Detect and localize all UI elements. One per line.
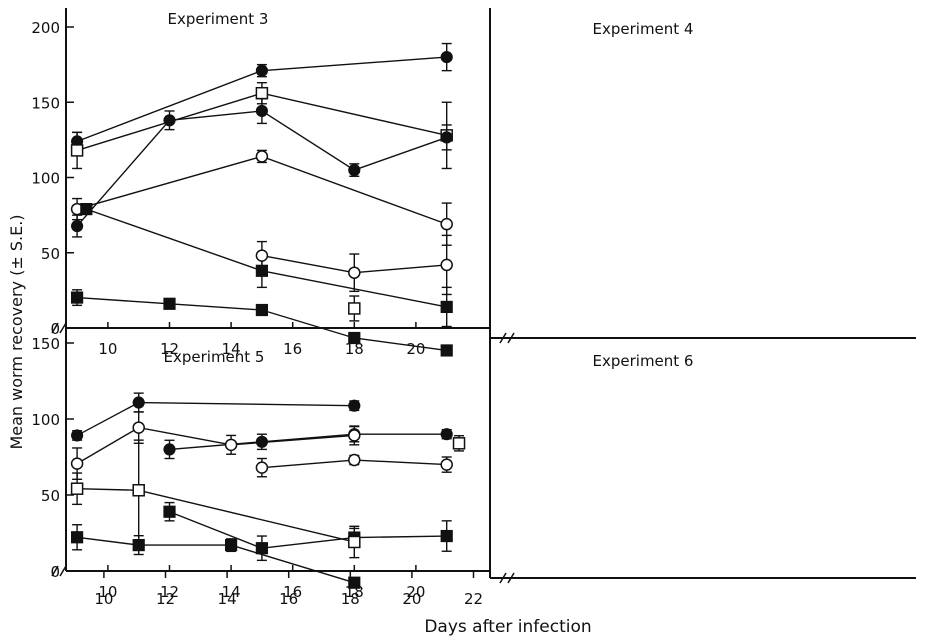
data-point-filled-circle [440, 131, 453, 144]
axis-break-mark [499, 572, 507, 584]
panel-title: Experiment 6 [593, 352, 694, 370]
x-tick-label: 10 [98, 583, 117, 601]
panel-title: Experiment 3 [168, 10, 269, 28]
axis-break-mark [507, 572, 515, 584]
y-tick-label: 150 [31, 94, 60, 112]
data-point-filled-circle [348, 399, 361, 412]
data-point-filled-circle [163, 114, 176, 127]
y-tick-label: 0 [50, 563, 60, 581]
data-point-open-circle [440, 458, 453, 471]
series-line [76, 426, 355, 465]
series-line [76, 155, 447, 225]
axis-break-mark [51, 322, 59, 334]
y-tick-label: 100 [31, 170, 60, 188]
data-point-filled-square [440, 529, 453, 543]
series-line [76, 401, 355, 437]
y-tick-label: 150 [31, 335, 60, 353]
data-point-open-circle [70, 457, 84, 470]
series-line [169, 511, 447, 549]
y-tick-label: 50 [41, 487, 60, 505]
data-point-filled-square [132, 538, 145, 552]
axis-break-mark [51, 565, 59, 577]
x-tick-label: 20 [402, 590, 421, 608]
x-tick-label: 12 [156, 590, 175, 608]
x-tick-label: 18 [345, 340, 364, 358]
data-point-filled-square [70, 291, 84, 304]
x-tick-label: 16 [283, 583, 302, 601]
data-point-filled-square [80, 203, 93, 216]
data-point-filled-square [70, 531, 84, 544]
panel-title: Experiment 5 [164, 348, 265, 366]
data-point-filled-square [255, 542, 268, 555]
data-point-filled-circle [132, 396, 145, 409]
x-tick-label: 18 [341, 590, 360, 608]
x-tick-label: 12 [160, 583, 179, 601]
x-tick-label: 10 [98, 340, 117, 358]
series-line [76, 110, 447, 227]
data-point-open-square [348, 535, 361, 549]
x-tick-label: 16 [283, 340, 302, 358]
data-point-open-circle [255, 249, 269, 262]
data-point-open-circle [255, 461, 269, 474]
axis-break-mark [59, 565, 67, 577]
data-point-filled-circle [163, 443, 176, 456]
data-point-open-circle [255, 150, 269, 163]
y-tick-label: 50 [41, 245, 60, 263]
x-tick-label: 10 [94, 590, 113, 608]
data-point-open-circle [224, 438, 238, 452]
data-point-open-square [70, 482, 84, 495]
data-point-filled-square [225, 538, 238, 552]
data-point-filled-circle [348, 163, 361, 177]
data-point-open-circle [440, 258, 453, 272]
y-tick-label: 0 [50, 320, 60, 338]
data-point-filled-circle [440, 50, 453, 64]
series-line [169, 433, 447, 451]
x-tick-label: 20 [406, 340, 425, 358]
data-point-open-circle [348, 453, 361, 467]
data-point-filled-square [163, 505, 176, 518]
axis-break-mark [59, 322, 67, 334]
data-point-filled-circle [440, 428, 453, 441]
x-tick-label: 12 [160, 340, 179, 358]
data-point-open-square [132, 484, 145, 497]
x-tick-label: 14 [222, 583, 241, 601]
data-point-open-square [348, 302, 361, 315]
data-point-open-square [452, 437, 466, 450]
data-point-filled-circle [255, 64, 268, 77]
data-point-filled-circle [255, 104, 268, 118]
data-point-open-circle [348, 266, 361, 279]
x-tick-label: 14 [218, 590, 237, 608]
x-tick-label: 14 [222, 340, 241, 358]
y-tick-label: 100 [31, 411, 60, 429]
axis-break-mark [507, 332, 515, 344]
series-line [77, 536, 355, 584]
data-point-filled-circle [70, 219, 84, 233]
x-tick-label: 18 [345, 583, 364, 601]
axes-layer [51, 8, 916, 584]
x-axis-label: Days after infection [424, 617, 591, 637]
axis-break-mark [499, 332, 507, 344]
series-line [77, 488, 355, 543]
y-tick-label: 200 [31, 19, 60, 37]
x-tick-label: 16 [279, 590, 298, 608]
data-point-filled-square [348, 576, 361, 589]
data-point-filled-square [440, 300, 453, 314]
data-point-filled-square [163, 297, 176, 310]
data-layer [70, 42, 466, 589]
data-point-open-circle [440, 217, 453, 231]
x-tick-label: 20 [406, 583, 425, 601]
x-tick-label: 22 [464, 590, 483, 608]
data-point-open-square [255, 86, 269, 100]
data-point-open-circle [132, 421, 145, 434]
data-point-filled-square [255, 303, 268, 317]
panel-title: Experiment 4 [593, 20, 694, 38]
data-point-open-square [70, 144, 84, 157]
data-point-open-circle [348, 429, 361, 442]
y-axis-label: Mean worm recovery (± S.E.) [7, 214, 26, 449]
data-point-filled-square [348, 331, 361, 345]
text-layer: Mean worm recovery (± S.E.) Days after i… [7, 10, 693, 637]
data-point-filled-square [440, 344, 453, 357]
data-point-filled-circle [70, 429, 84, 442]
